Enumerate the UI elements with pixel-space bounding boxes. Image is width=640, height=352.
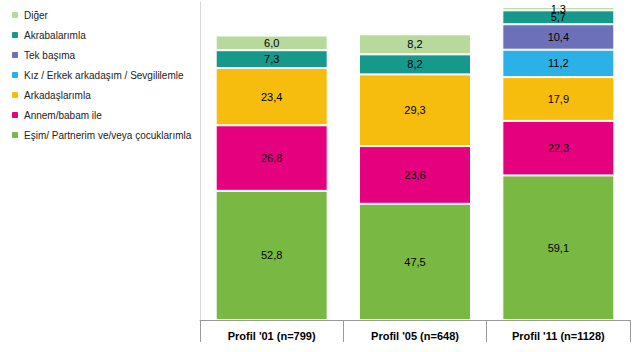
svg-text:23,4: 23,4	[261, 91, 282, 103]
svg-text:Diğer: Diğer	[24, 10, 49, 21]
svg-text:Profil '05 (n=648): Profil '05 (n=648)	[371, 330, 459, 342]
svg-text:29,3: 29,3	[404, 104, 425, 116]
svg-text:Profil '01 (n=799): Profil '01 (n=799)	[228, 330, 316, 342]
svg-text:10,4: 10,4	[548, 31, 569, 43]
svg-text:22,3: 22,3	[548, 142, 569, 154]
svg-text:Profil '11 (n=1128): Profil '11 (n=1128)	[512, 330, 605, 342]
svg-text:8,2: 8,2	[407, 38, 422, 50]
svg-text:Akrabalarımla: Akrabalarımla	[24, 30, 86, 41]
svg-text:47,5: 47,5	[404, 256, 425, 268]
svg-text:8,2: 8,2	[407, 58, 422, 70]
svg-text:7,3: 7,3	[264, 53, 279, 65]
svg-text:6,0: 6,0	[264, 37, 279, 49]
svg-text:Arkadaşlarımla: Arkadaşlarımla	[24, 90, 91, 101]
svg-text:17,9: 17,9	[548, 93, 569, 105]
svg-text:26,8: 26,8	[261, 152, 282, 164]
svg-text:Annem/babam ile: Annem/babam ile	[24, 110, 102, 121]
svg-text:Tek başıma: Tek başıma	[24, 50, 76, 61]
svg-text:59,1: 59,1	[548, 242, 569, 254]
svg-text:52,8: 52,8	[261, 249, 282, 261]
svg-text:Kız / Erkek arkadaşım / Sevgil: Kız / Erkek arkadaşım / Sevgililemle	[24, 70, 184, 81]
svg-text:11,2: 11,2	[548, 57, 569, 69]
svg-text:23,6: 23,6	[404, 169, 425, 181]
svg-text:1,3: 1,3	[551, 3, 566, 15]
svg-text:Eşim/ Partnerim ve/veya çocukl: Eşim/ Partnerim ve/veya çocuklarımla	[24, 130, 192, 141]
svg-text:5,7: 5,7	[550, 11, 566, 24]
